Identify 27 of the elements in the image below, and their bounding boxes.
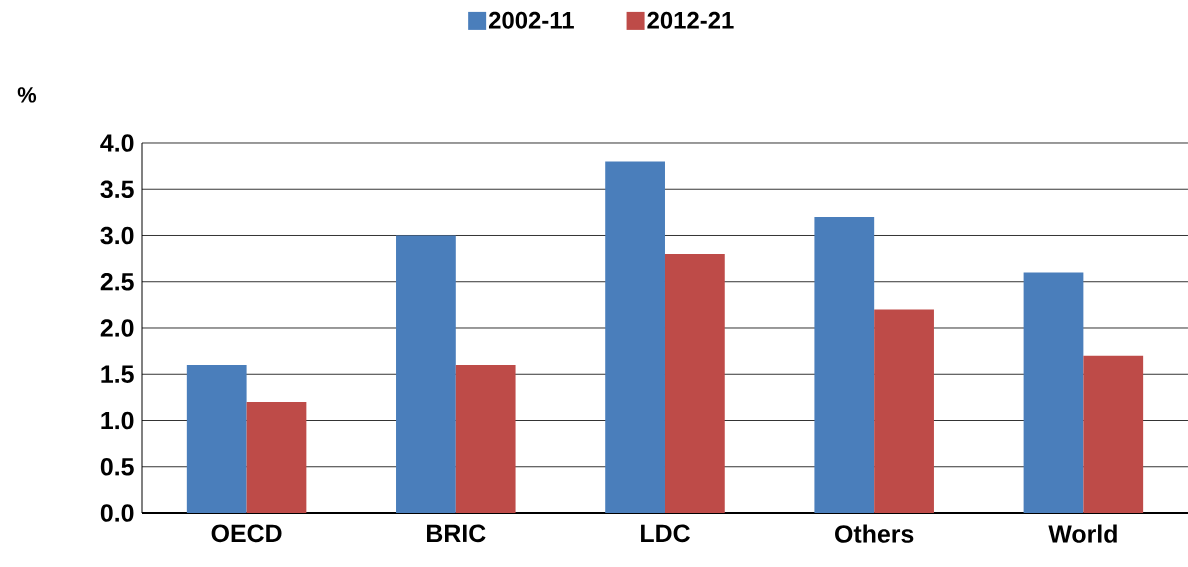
x-tick-label: LDC <box>641 524 690 543</box>
bar <box>874 309 934 513</box>
y-tick-label: 1.5 <box>101 365 134 383</box>
bar <box>605 161 665 513</box>
x-tick-label: OECD <box>211 524 282 543</box>
y-tick-label: 0.0 <box>100 504 134 522</box>
x-tick-label: Others <box>835 524 914 543</box>
legend-label: 2002-11 <box>488 11 574 29</box>
bar <box>814 217 875 513</box>
y-tick-label: 1.0 <box>101 411 134 430</box>
bar <box>246 402 307 513</box>
x-tick-label: BRIC <box>427 524 486 543</box>
y-tick-label: 0.5 <box>100 457 134 476</box>
y-axis-title: % <box>17 87 37 103</box>
legend-label: 2012-21 <box>647 11 734 29</box>
bar <box>664 254 725 513</box>
x-tick-label: World <box>1048 524 1117 543</box>
y-tick-label: 3.5 <box>100 180 134 199</box>
bar <box>1023 272 1084 513</box>
bar <box>1083 355 1144 513</box>
y-tick-label: 2.5 <box>100 272 134 291</box>
y-tick-label: 2.0 <box>100 319 134 337</box>
bar <box>396 235 456 513</box>
bar <box>455 365 516 513</box>
y-tick-label: 3.0 <box>100 226 134 245</box>
bar <box>186 365 247 513</box>
y-tick-label: 4.0 <box>100 134 134 152</box>
